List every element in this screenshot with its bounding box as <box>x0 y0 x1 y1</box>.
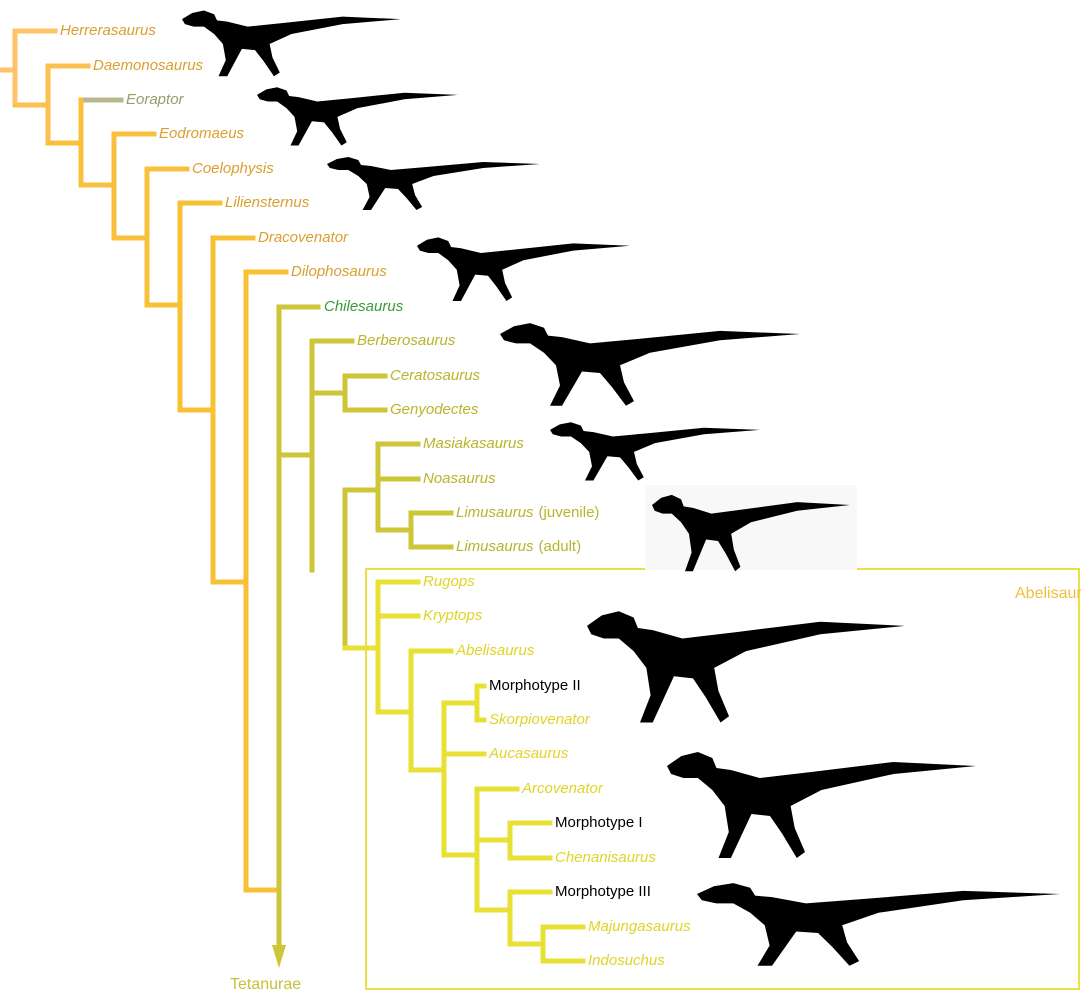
leaf-label: Herrerasaurus <box>60 22 156 39</box>
taxon-name: Eoraptor <box>126 91 185 108</box>
taxon-name: Liliensternus <box>225 194 310 211</box>
silhouette <box>182 10 401 77</box>
leaf-label: Limusaurus (adult) <box>456 538 581 555</box>
leaf-label: Arcovenator <box>521 780 604 797</box>
edge <box>342 579 586 964</box>
leaf-labels: Herrerasaurus Daemonosaurus Eoraptor Eodrom… <box>60 22 691 969</box>
leaf-label: Eoraptor <box>126 91 185 108</box>
taxon-name: Eodromaeus <box>159 125 245 142</box>
silhouette <box>417 237 630 301</box>
edge <box>45 97 190 308</box>
leaf-label: Daemonosaurus <box>93 57 204 74</box>
leaf-label: Masiakasaurus <box>423 435 524 452</box>
silhouette <box>257 87 458 146</box>
silhouette <box>327 157 540 210</box>
taxon-name: Dracovenator <box>258 229 349 246</box>
qualifier: (adult) <box>539 538 582 555</box>
leaf-label: Aucasaurus <box>488 745 569 762</box>
leaf-label: Liliensternus <box>225 194 310 211</box>
taxon-name: Limusaurus <box>456 504 534 521</box>
leaf-label: Coelophysis <box>192 160 274 177</box>
leaf-label: Noasaurus <box>423 470 496 487</box>
taxon-name: Berberosaurus <box>357 332 456 349</box>
leaf-label: Morphotype III <box>555 883 651 900</box>
silhouette <box>697 883 1060 966</box>
tree <box>0 28 586 968</box>
taxon-name: Morphotype II <box>489 677 581 694</box>
leaf-label: Chenanisaurus <box>555 849 656 866</box>
outgroup-label: Tetanurae <box>230 976 301 993</box>
taxon-name: Morphotype I <box>555 814 643 831</box>
taxon-name: Dilophosaurus <box>291 263 387 280</box>
leaf-label: Indosuchus <box>588 952 665 969</box>
taxon-name: Noasaurus <box>423 470 496 487</box>
taxon-name: Majungasaurus <box>588 918 691 935</box>
taxon-name: Coelophysis <box>192 160 274 177</box>
leaf-label: Morphotype I <box>555 814 643 831</box>
taxon-name: Masiakasaurus <box>423 435 524 452</box>
arrow-head <box>272 945 286 968</box>
taxon-name: Herrerasaurus <box>60 22 156 39</box>
taxon-name: Skorpiovenator <box>489 711 591 728</box>
leaf-label: Genyodectes <box>390 401 479 418</box>
silhouette <box>500 323 800 406</box>
taxon-name: Indosuchus <box>588 952 665 969</box>
taxon-name: Morphotype III <box>555 883 651 900</box>
edge <box>276 304 454 948</box>
edge <box>144 200 289 893</box>
edge <box>12 63 91 146</box>
qualifier: (juvenile) <box>539 504 600 521</box>
taxon-name: Ceratosaurus <box>390 367 481 384</box>
silhouette <box>550 422 760 481</box>
leaf-label: Berberosaurus <box>357 332 456 349</box>
taxon-name: Chenanisaurus <box>555 849 656 866</box>
leaf-label: Chilesaurus <box>324 298 404 315</box>
taxon-name: Abelisaurus <box>455 642 535 659</box>
taxon-name: Rugops <box>423 573 475 590</box>
taxon-name: Daemonosaurus <box>93 57 204 74</box>
edge <box>0 28 58 108</box>
leaf-label: Dilophosaurus <box>291 263 387 280</box>
leaf-label: Morphotype II <box>489 677 581 694</box>
silhouette <box>667 752 976 858</box>
leaf-label: Kryptops <box>423 607 483 624</box>
leaf-label: Abelisaurus <box>455 642 535 659</box>
leaf-label: Dracovenator <box>258 229 349 246</box>
leaf-label: Limusaurus (juvenile) <box>456 504 599 521</box>
leaf-label: Rugops <box>423 573 475 590</box>
taxon-name: Aucasaurus <box>488 745 569 762</box>
taxon-name: Kryptops <box>423 607 483 624</box>
taxon-name: Genyodectes <box>390 401 479 418</box>
leaf-label: Eodromaeus <box>159 125 245 142</box>
leaf-label: Skorpiovenator <box>489 711 591 728</box>
taxon-name: Arcovenator <box>521 780 604 797</box>
silhouette <box>587 611 905 723</box>
clade-label: Abelisauridae <box>1015 585 1081 602</box>
taxon-name: Limusaurus <box>456 538 534 555</box>
taxon-name: Chilesaurus <box>324 298 404 315</box>
leaf-label: Majungasaurus <box>588 918 691 935</box>
leaf-label: Ceratosaurus <box>390 367 481 384</box>
